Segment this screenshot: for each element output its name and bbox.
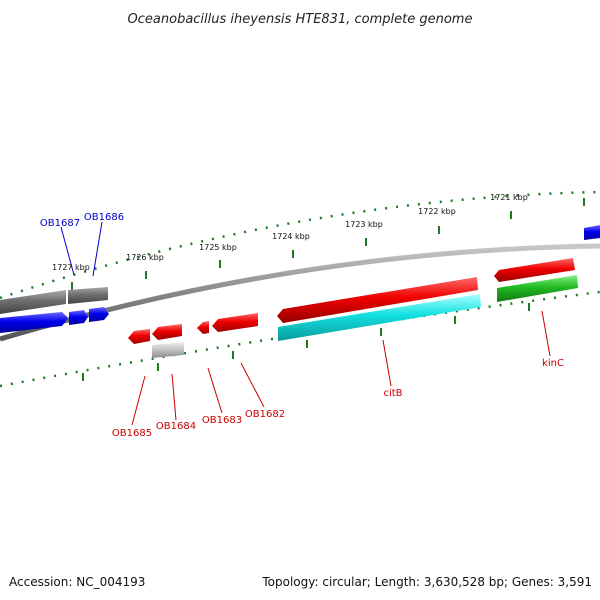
gene-label-OB1685: OB1685 <box>112 428 152 439</box>
scale-label-1721: 1721 kbp <box>490 193 528 202</box>
label-leaders <box>60 221 551 426</box>
outer-scale-ticks <box>71 198 585 290</box>
aux-feature-citB <box>278 294 481 341</box>
gene-label-OB1683: OB1683 <box>202 415 242 426</box>
inner-scale-ruler <box>0 290 600 388</box>
reverse-cds-OB1686b <box>89 307 109 322</box>
inner-scale-ticks <box>82 303 530 381</box>
footer-summary: Topology: circular; Length: 3,630,528 bp… <box>261 575 592 589</box>
forward-cds-OB1685 <box>128 329 150 344</box>
leader-OB1683 <box>207 367 223 414</box>
rna-feature-kinC <box>497 275 578 302</box>
forward-cds-OB1682 <box>212 313 258 332</box>
gray-feature-2 <box>68 287 108 304</box>
forward-cds-OB1683 <box>197 321 209 334</box>
reverse-cds-OB1686a <box>69 310 88 325</box>
leader-OB1687 <box>60 226 75 276</box>
map-title: Oceanobacillus iheyensis HTE831, complet… <box>128 12 473 27</box>
gene-label-OB1686: OB1686 <box>84 212 124 223</box>
leader-OB1685 <box>131 375 146 426</box>
scale-label-1724: 1724 kbp <box>272 232 310 241</box>
scale-labels: 1721 kbp 1722 kbp 1723 kbp 1724 kbp 1725… <box>52 193 528 272</box>
forward-cds-kinC-upstream <box>494 258 575 282</box>
pseudo-feature-OB1684 <box>152 342 184 358</box>
forward-cds-OB1684 <box>152 324 182 340</box>
scale-label-1725: 1725 kbp <box>199 243 237 252</box>
reverse-cds-edge <box>584 225 600 240</box>
gene-label-kinC: kinC <box>542 358 564 369</box>
gene-label-OB1684: OB1684 <box>156 421 196 432</box>
gene-label-OB1687: OB1687 <box>40 218 80 229</box>
leader-citB <box>382 339 392 387</box>
leader-OB1682 <box>240 362 265 408</box>
feature-track-lower <box>0 275 578 358</box>
leader-OB1684 <box>171 373 177 421</box>
leader-OB1686 <box>92 221 103 277</box>
gene-label-citB: citB <box>383 388 402 399</box>
scale-label-1722: 1722 kbp <box>418 207 456 216</box>
footer-accession: Accession: NC_004193 <box>9 575 145 589</box>
outer-scale-ruler <box>0 190 600 300</box>
scale-label-1723: 1723 kbp <box>345 220 383 229</box>
leader-kinC <box>541 310 551 357</box>
scale-label-1727: 1727 kbp <box>52 263 90 272</box>
gene-labels: OB1687 OB1686 OB1685 OB1684 OB1683 OB168… <box>40 212 564 439</box>
reverse-cds-OB1687 <box>0 312 68 333</box>
scale-label-1726: 1726 kbp <box>126 253 164 262</box>
forward-cds-citB <box>277 277 478 323</box>
gene-label-OB1682: OB1682 <box>245 409 285 420</box>
feature-track-upper <box>0 225 600 314</box>
gray-feature-1 <box>0 290 66 314</box>
